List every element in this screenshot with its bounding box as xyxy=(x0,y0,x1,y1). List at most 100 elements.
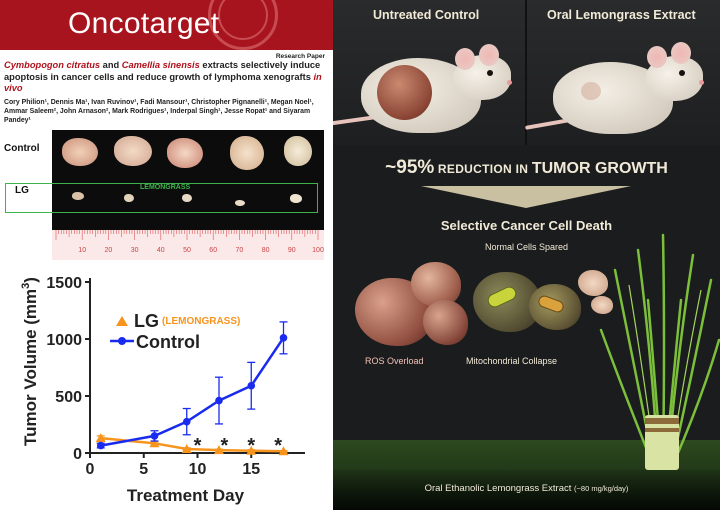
title-species-1: Cymbopogon citratus xyxy=(4,60,101,70)
legend-label-lg: LG xyxy=(134,311,159,331)
lemongrass-bundle-icon xyxy=(599,233,720,470)
mouse-nose xyxy=(699,80,704,85)
x-axis-label: Treatment Day xyxy=(127,486,245,505)
paper-authors: Cory Philion¹, Dennis Ma¹, Ivan Ruvinov¹… xyxy=(4,99,314,124)
tumor-mass xyxy=(377,65,432,120)
data-point xyxy=(150,432,159,440)
journal-banner: Oncotarget xyxy=(0,0,333,50)
data-point xyxy=(278,446,289,456)
mitochondria-label: Mitochondrial Collapse xyxy=(466,356,558,366)
infographic-panel: Untreated Control Oral Lemongrass Extrac… xyxy=(333,0,720,510)
small-tumor-mark xyxy=(581,82,601,100)
data-point xyxy=(182,417,191,426)
title-rest: extracts selectively induce apoptosis in… xyxy=(4,60,321,82)
series-line-control xyxy=(100,337,285,447)
y-tick-label: 1000 xyxy=(46,332,82,349)
selective-heading: Selective Cancer Cell Death xyxy=(440,218,613,233)
control-tumor xyxy=(62,138,98,166)
paper-title: Cymbopogon citratus and Camellia sinensi… xyxy=(4,60,329,95)
control-tumor xyxy=(114,136,152,166)
ruler-scale: 10 20 30 40 50 60 70 80 90 100 xyxy=(55,230,324,254)
ruler: 10 20 30 40 50 60 70 80 90 100 xyxy=(52,230,324,260)
y-tick-label: 500 xyxy=(55,389,82,406)
mouse-ear xyxy=(455,48,475,70)
mouse-ear xyxy=(647,46,667,68)
mouse-ear xyxy=(671,42,691,64)
panel-divider xyxy=(525,0,527,145)
reduction-text: REDUCTION IN xyxy=(434,162,532,176)
ruler-tick-label: 30 xyxy=(131,247,139,254)
chevron-down-icon xyxy=(421,186,631,208)
lg-tumor xyxy=(124,194,134,202)
lg-tumor xyxy=(182,194,192,202)
untreated-heading: Untreated Control xyxy=(373,8,480,22)
y-tick-label: 1500 xyxy=(46,275,82,292)
normal-cell xyxy=(578,270,608,296)
data-point xyxy=(181,444,192,454)
legend-label-control: Control xyxy=(136,332,200,352)
lg-tumor xyxy=(290,194,302,203)
lg-tumor xyxy=(235,200,245,206)
cancer-cell xyxy=(423,300,468,345)
cancer-cell xyxy=(411,262,461,307)
normal-cell xyxy=(591,296,613,314)
ruler-tick-label: 50 xyxy=(183,247,191,254)
data-point xyxy=(96,441,105,450)
significance-marker: * xyxy=(274,435,282,457)
data-point xyxy=(95,433,106,443)
ros-label: ROS Overload xyxy=(365,356,424,366)
lg-row-label: LG xyxy=(15,185,29,196)
footer-extract: Oral Ethanolic Lemongrass Extract xyxy=(424,483,575,494)
footer-dose: (~80 mg/kg/day) xyxy=(574,484,629,493)
data-point xyxy=(215,396,223,405)
title-and: and xyxy=(100,60,122,70)
y-tick-label: 0 xyxy=(73,446,82,463)
mouse-ear xyxy=(479,44,499,66)
mouse-nose xyxy=(507,80,512,85)
title-species-2: Camellia sinensis xyxy=(121,60,200,70)
oral-heading: Oral Lemongrass Extract xyxy=(547,8,696,22)
ruler-tick-label: 80 xyxy=(262,247,270,254)
journal-logo-swirl xyxy=(208,0,278,50)
lg-tumor xyxy=(72,192,84,200)
legend-marker-lg xyxy=(116,316,128,326)
data-point xyxy=(149,438,160,448)
x-tick-label: 15 xyxy=(242,461,260,478)
data-point xyxy=(246,445,257,455)
legend-marker-control xyxy=(118,337,126,345)
control-tumor xyxy=(230,136,264,170)
reduction-emphasis: TUMOR GROWTH xyxy=(531,160,668,177)
control-tumor xyxy=(167,138,203,168)
paper-panel: Oncotarget Research Paper Cymbopogon cit… xyxy=(0,0,333,510)
ruler-tick-label: 10 xyxy=(78,247,86,254)
ruler-tick-label: 70 xyxy=(236,247,244,254)
tumor-photo xyxy=(52,130,324,230)
series-line-lg xyxy=(100,436,284,453)
lg-highlight-box xyxy=(5,183,318,213)
data-point xyxy=(247,381,256,390)
control-row-label: Control xyxy=(4,143,40,154)
normal-cells-label: Normal Cells Spared xyxy=(484,242,569,252)
mouse-eye xyxy=(679,70,685,76)
lg-box-label: LEMONGRASS xyxy=(140,184,191,191)
data-point xyxy=(279,334,288,342)
significance-marker: * xyxy=(194,435,202,457)
data-point xyxy=(214,445,224,455)
ruler-tick-label: 40 xyxy=(157,247,165,254)
x-tick-label: 10 xyxy=(189,461,207,478)
journal-logo-swirl-inner xyxy=(218,0,268,40)
footer-caption: Oral Ethanolic Lemongrass Extract (~80 m… xyxy=(333,483,720,494)
y-axis-label: Tumor Volume (mm3) xyxy=(20,277,40,446)
x-tick-label: 5 xyxy=(139,461,148,478)
paper-type: Research Paper xyxy=(275,53,325,60)
footer-shade xyxy=(333,470,720,510)
ruler-tick-label: 100 xyxy=(312,247,324,254)
ruler-tick-label: 60 xyxy=(209,247,217,254)
journal-name: Oncotarget xyxy=(68,7,220,40)
reduction-percent: ~95% xyxy=(385,157,435,178)
legend-label-lg-note: (LEMONGRASS) xyxy=(162,316,240,327)
x-tick-label: 0 xyxy=(86,461,95,478)
significance-marker: * xyxy=(247,435,255,457)
tumor-volume-chart: 0 500 1000 1500 0 5 10 15 Treatment Day Tumor Vol… xyxy=(20,275,305,505)
mouse-eye xyxy=(487,70,493,76)
